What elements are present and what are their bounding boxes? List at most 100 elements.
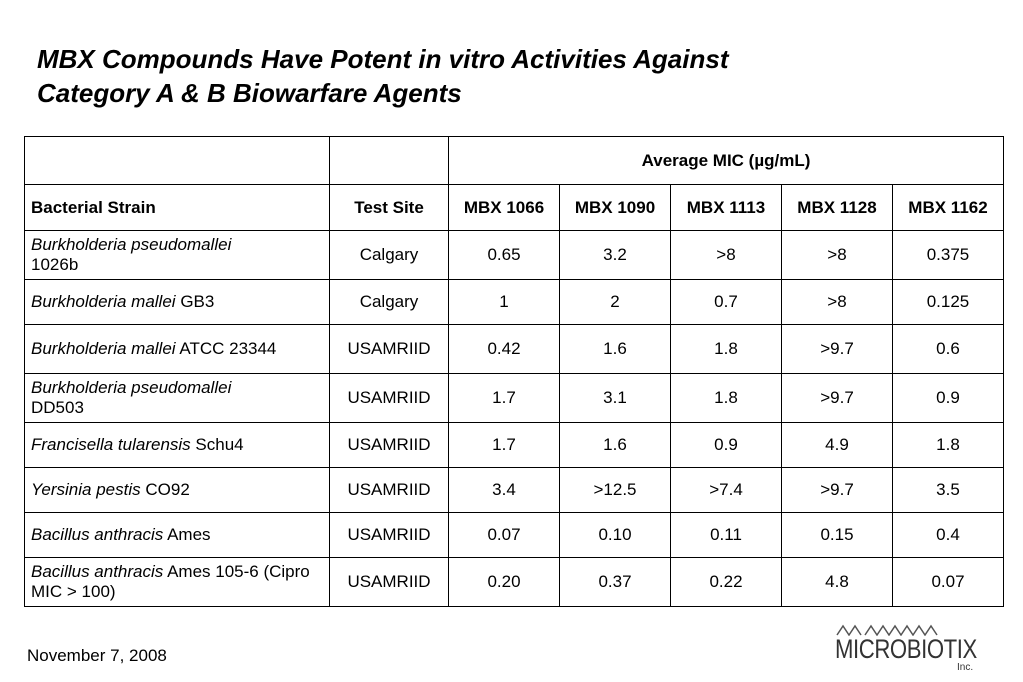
mic-value: 0.125 — [892, 279, 1004, 325]
logo-inc: Inc. — [957, 662, 974, 673]
slide-title-line-2: Category A & B Biowarfare Agents — [37, 78, 462, 108]
species-name: Burkholderia pseudomallei — [31, 378, 232, 397]
mic-value: 0.7 — [670, 279, 782, 325]
mic-value: 0.11 — [670, 512, 782, 558]
table-row: Francisella tularensis Schu4 USAMRIID 1.… — [24, 422, 1004, 468]
mic-value: 0.15 — [781, 512, 893, 558]
mic-value: >7.4 — [670, 467, 782, 513]
mic-value: 0.10 — [559, 512, 671, 558]
mic-value: 4.9 — [781, 422, 893, 468]
mic-value: >9.7 — [781, 467, 893, 513]
table-row: Yersinia pestis CO92 USAMRIID 3.4 >12.5 … — [24, 467, 1004, 513]
column-header-mbx-1113: MBX 1113 — [670, 184, 782, 231]
mic-value: 1.8 — [670, 324, 782, 374]
mic-value: >8 — [781, 230, 893, 280]
test-site-cell: USAMRIID — [329, 467, 449, 513]
microbiotix-logo: MICROBIOTIX Inc. — [835, 624, 985, 674]
strain-cell: Bacillus anthracis Ames 105-6 (Cipro MIC… — [24, 557, 330, 607]
logo-zigzag-icon — [836, 624, 938, 636]
mic-value: 0.4 — [892, 512, 1004, 558]
mic-value: 0.07 — [448, 512, 560, 558]
mic-value: >9.7 — [781, 324, 893, 374]
slide-title: MBX Compounds Have Potent in vitro Activ… — [37, 42, 997, 110]
table-row: Bacillus anthracis Ames USAMRIID 0.07 0.… — [24, 512, 1004, 558]
mic-value: 0.375 — [892, 230, 1004, 280]
test-site-cell: USAMRIID — [329, 557, 449, 607]
empty-header-cell — [329, 136, 449, 185]
mic-value: 2 — [559, 279, 671, 325]
mic-value: 1.8 — [670, 373, 782, 423]
species-name: Burkholderia mallei — [31, 339, 176, 358]
mic-value: 3.1 — [559, 373, 671, 423]
species-name: Bacillus anthracis — [31, 525, 164, 544]
table-row: Burkholderia pseudomallei 1026b Calgary 0… — [24, 230, 1004, 280]
mic-value: 0.07 — [892, 557, 1004, 607]
test-site-cell: Calgary — [329, 279, 449, 325]
species-name: Yersinia pestis — [31, 480, 141, 499]
mic-value: 1.8 — [892, 422, 1004, 468]
mic-value: 0.9 — [892, 373, 1004, 423]
mic-value: 1.7 — [448, 422, 560, 468]
column-header-mbx-1090: MBX 1090 — [559, 184, 671, 231]
mic-value: >8 — [670, 230, 782, 280]
average-mic-header: Average MIC (µg/mL) — [448, 136, 1004, 185]
mic-value: 0.65 — [448, 230, 560, 280]
strain-cell: Burkholderia pseudomallei 1026b — [24, 230, 330, 280]
strain-cell: Bacillus anthracis Ames — [24, 512, 330, 558]
table-row: Burkholderia pseudomallei DD503 USAMRIID … — [24, 373, 1004, 423]
test-site-cell: USAMRIID — [329, 422, 449, 468]
strain-id: Schu4 — [195, 435, 244, 454]
strain-cell: Burkholderia mallei GB3 — [24, 279, 330, 325]
empty-header-cell — [24, 136, 330, 185]
strain-id: GB3 — [180, 292, 215, 311]
strain-id: Ames 105-6 (Cipro MIC > 100) — [31, 562, 310, 601]
mic-table: Average MIC (µg/mL) Bacterial Strain Tes… — [24, 136, 1004, 607]
mic-value: 1.7 — [448, 373, 560, 423]
slide-title-line-1: MBX Compounds Have Potent in vitro Activ… — [37, 44, 729, 74]
column-header-test-site: Test Site — [329, 184, 449, 231]
test-site-cell: USAMRIID — [329, 512, 449, 558]
mic-value: 0.22 — [670, 557, 782, 607]
species-name: Burkholderia pseudomallei — [31, 235, 232, 254]
test-site-cell: USAMRIID — [329, 324, 449, 374]
mic-value: >12.5 — [559, 467, 671, 513]
column-header-mbx-1162: MBX 1162 — [892, 184, 1004, 231]
mic-value: 1.6 — [559, 422, 671, 468]
strain-id: Ames — [167, 525, 211, 544]
mic-value: >8 — [781, 279, 893, 325]
test-site-cell: USAMRIID — [329, 373, 449, 423]
species-name: Bacillus anthracis — [31, 562, 164, 581]
table-group-header-row: Average MIC (µg/mL) — [24, 136, 1004, 185]
strain-id: 1026b — [31, 255, 79, 274]
strain-id: DD503 — [31, 398, 84, 417]
species-name: Burkholderia mallei — [31, 292, 176, 311]
table-row: Burkholderia mallei GB3 Calgary 1 2 0.7 … — [24, 279, 1004, 325]
mic-value: 0.42 — [448, 324, 560, 374]
strain-cell: Francisella tularensis Schu4 — [24, 422, 330, 468]
mic-value: 0.37 — [559, 557, 671, 607]
mic-value: 4.8 — [781, 557, 893, 607]
table-row: Burkholderia mallei ATCC 23344 USAMRIID … — [24, 324, 1004, 374]
table-row: Bacillus anthracis Ames 105-6 (Cipro MIC… — [24, 557, 1004, 607]
strain-id: ATCC 23344 — [179, 339, 277, 358]
mic-value: 3.2 — [559, 230, 671, 280]
mic-value: 3.4 — [448, 467, 560, 513]
mic-value: >9.7 — [781, 373, 893, 423]
species-name: Francisella tularensis — [31, 435, 191, 454]
column-header-bacterial-strain: Bacterial Strain — [24, 184, 330, 231]
mic-value: 1.6 — [559, 324, 671, 374]
strain-cell: Yersinia pestis CO92 — [24, 467, 330, 513]
mic-value: 0.9 — [670, 422, 782, 468]
test-site-cell: Calgary — [329, 230, 449, 280]
mic-value: 0.6 — [892, 324, 1004, 374]
strain-cell: Burkholderia mallei ATCC 23344 — [24, 324, 330, 374]
mic-value: 1 — [448, 279, 560, 325]
column-header-mbx-1066: MBX 1066 — [448, 184, 560, 231]
strain-id: CO92 — [145, 480, 190, 499]
logo-wordmark: MICROBIOTIX — [835, 634, 977, 664]
footer-date: November 7, 2008 — [27, 646, 167, 665]
mic-value: 0.20 — [448, 557, 560, 607]
column-header-mbx-1128: MBX 1128 — [781, 184, 893, 231]
table-column-header-row: Bacterial Strain Test Site MBX 1066 MBX … — [24, 184, 1004, 231]
mic-value: 3.5 — [892, 467, 1004, 513]
